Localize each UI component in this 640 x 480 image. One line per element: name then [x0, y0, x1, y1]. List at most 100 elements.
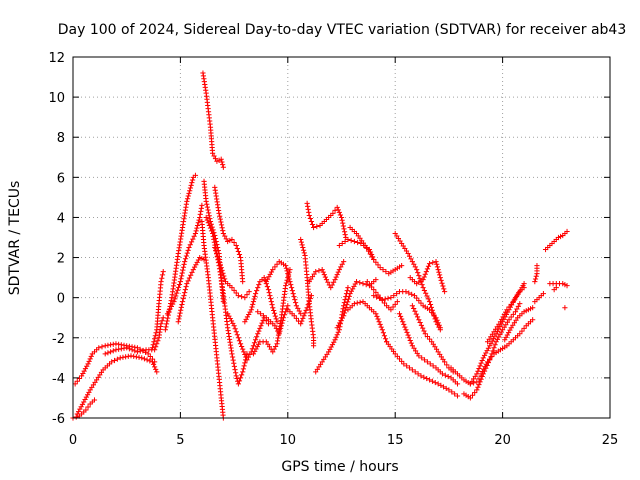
data-point: [339, 261, 345, 267]
data-point: [564, 283, 570, 289]
data-series: [407, 258, 448, 295]
data-point: [214, 250, 220, 256]
data-point: [231, 239, 237, 246]
data-series: [502, 305, 536, 343]
y-axis-label: SDTVAR / TECUs: [7, 181, 23, 296]
data-series: [562, 305, 568, 311]
data-point: [335, 329, 341, 335]
data-point: [153, 366, 159, 372]
data-point: [419, 355, 425, 361]
data-point: [530, 305, 536, 311]
data-point: [381, 300, 388, 306]
data-series: [298, 236, 317, 349]
data-point: [425, 263, 432, 269]
data-point: [186, 190, 192, 196]
data-point: [373, 259, 379, 265]
data-point: [168, 297, 174, 304]
data-point: [409, 303, 415, 309]
data-point: [254, 334, 260, 340]
data-point: [80, 370, 86, 377]
data-point: [485, 345, 492, 351]
data-point: [293, 303, 299, 309]
data-point: [252, 348, 258, 355]
data-point: [467, 395, 473, 401]
data-point: [144, 357, 150, 363]
data-point: [428, 304, 435, 311]
data-point: [390, 304, 396, 310]
data-series: [532, 291, 547, 305]
data-point: [116, 341, 122, 347]
data-point: [218, 156, 224, 162]
data-point: [204, 204, 211, 210]
data-point: [211, 236, 217, 242]
data-point: [228, 318, 235, 324]
data-point: [111, 357, 118, 364]
data-point: [242, 295, 248, 301]
data-series: [199, 218, 226, 421]
data-point: [207, 215, 213, 222]
data-point: [442, 372, 448, 378]
data-point: [226, 313, 232, 319]
data-point: [301, 250, 307, 256]
data-point: [123, 354, 129, 360]
data-point: [292, 300, 299, 306]
data-point: [268, 269, 275, 275]
data-point: [271, 346, 277, 352]
data-series: [306, 258, 347, 291]
data-point: [154, 369, 160, 375]
data-point: [172, 296, 178, 302]
data-point: [426, 377, 433, 383]
data-point: [222, 233, 228, 239]
data-point: [102, 351, 108, 357]
data-point: [96, 345, 102, 351]
data-point: [147, 358, 153, 364]
data-point: [217, 262, 223, 268]
data-point: [476, 365, 482, 372]
data-point: [385, 295, 391, 301]
data-point: [333, 334, 339, 340]
data-point: [250, 299, 257, 305]
data-point: [230, 357, 236, 363]
data-point: [241, 349, 247, 355]
x-tick-label: 10: [280, 433, 297, 448]
data-point: [86, 389, 92, 395]
data-point: [338, 317, 344, 324]
data-point: [335, 269, 341, 275]
data-point: [478, 360, 484, 366]
data-point: [368, 284, 375, 290]
data-point: [302, 310, 308, 316]
data-point: [160, 268, 166, 275]
data-point: [300, 244, 306, 251]
data-point: [175, 284, 182, 290]
data-point: [519, 328, 525, 334]
data-point: [246, 289, 252, 295]
data-point: [330, 210, 336, 217]
data-point: [220, 230, 226, 237]
data-point: [332, 337, 338, 343]
data-series: [203, 214, 250, 387]
data-point: [411, 305, 417, 312]
y-tick-label: -4: [52, 372, 65, 387]
data-point: [85, 361, 91, 367]
data-point: [426, 299, 433, 305]
data-point: [305, 206, 311, 213]
data-point: [477, 379, 483, 385]
data-point: [407, 337, 413, 344]
data-point: [206, 222, 212, 229]
x-tick-label: 20: [494, 433, 511, 448]
data-point: [564, 228, 570, 235]
data-point: [187, 188, 193, 194]
data-point: [411, 261, 417, 267]
data-point: [475, 368, 481, 374]
data-point: [336, 242, 342, 249]
data-point: [178, 276, 184, 282]
data-series: [164, 202, 205, 317]
data-point: [252, 337, 259, 343]
data-point: [173, 293, 179, 299]
data-point: [233, 242, 239, 249]
data-point: [430, 259, 436, 266]
data-point: [268, 296, 274, 302]
data-point: [314, 223, 320, 230]
data-point: [308, 293, 315, 299]
data-point: [140, 347, 146, 354]
